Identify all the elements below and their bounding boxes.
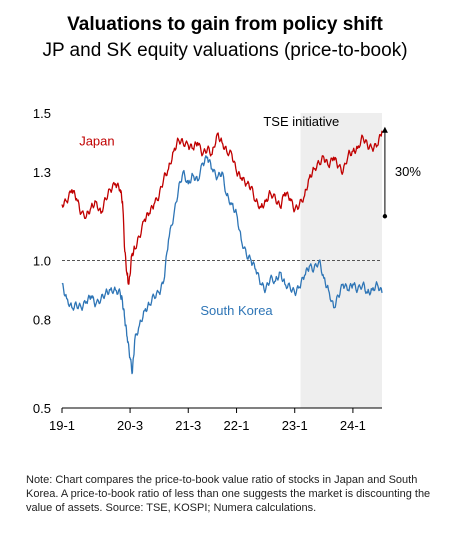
chart-note: Note: Chart compares the price-to-book v… bbox=[26, 474, 431, 514]
chart-subtitle: JP and SK equity valuations (price-to-bo… bbox=[42, 40, 408, 61]
x-tick-label: 20-3 bbox=[117, 418, 143, 433]
x-tick-label: 23-1 bbox=[282, 418, 308, 433]
chart-title: Valuations to gain from policy shift bbox=[67, 14, 383, 35]
x-tick-label: 21-3 bbox=[175, 418, 201, 433]
y-tick-label: 1.3 bbox=[33, 165, 51, 180]
y-tick-label: 0.5 bbox=[33, 401, 51, 416]
annotation-base-dot bbox=[382, 214, 388, 219]
percent-change-annotation: 30% bbox=[381, 126, 421, 219]
series-line-japan bbox=[61, 130, 383, 285]
series-line-south-korea bbox=[61, 155, 383, 375]
price-to-book-chart: TSE initiative 1.5 1.3 1.0 0.8 0.5 19-1 20-3 2… bbox=[33, 106, 421, 433]
annotation-arrow-head bbox=[381, 126, 388, 133]
y-tick-label: 1.0 bbox=[33, 254, 51, 269]
annotation-label: 30% bbox=[395, 164, 421, 179]
series-label-japan: Japan bbox=[79, 133, 114, 148]
x-tick-label: 22-1 bbox=[224, 418, 250, 433]
tse-initiative-label: TSE initiative bbox=[263, 114, 339, 129]
x-tick-label: 24-1 bbox=[340, 418, 366, 433]
y-tick-label: 1.5 bbox=[33, 106, 51, 121]
y-tick-label: 0.8 bbox=[33, 313, 51, 328]
series-label-south-korea: South Korea bbox=[200, 303, 273, 318]
x-tick-label: 19-1 bbox=[49, 418, 75, 433]
